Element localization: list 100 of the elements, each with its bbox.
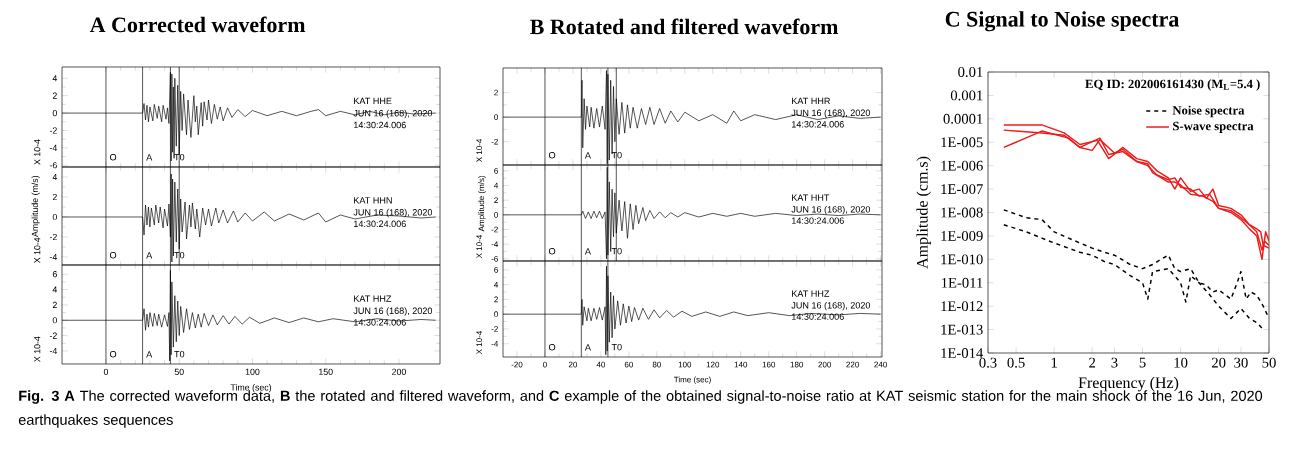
y-tick-label: -2 [49,127,57,134]
chart-title: C Signal to Noise spectra [945,11,1180,32]
chart-title: A Corrected waveform [89,16,306,33]
x-tick-label: 240 [874,361,887,368]
text: Amplitude (m/s) [478,175,486,232]
y-tick-label: 0 [52,317,57,324]
x-tick-label: -20 [511,361,523,368]
ref-line-label: T0 [611,247,622,255]
x-tick-label: 2 [1089,357,1096,368]
x-tick-label: 100 [678,361,692,368]
x-tick-label: 40 [596,361,606,368]
y-tick-label: 0 [52,213,57,221]
x-tick-label: 200 [818,361,832,368]
y-tick-label: -4 [49,253,58,261]
x-tick-label: 10 [1174,357,1188,368]
x-tick-label: 140 [734,361,748,368]
annotation: KAT HHR [792,97,830,105]
y-tick-label: 1E-012 [941,301,983,312]
y-tick-label: 0.0001 [943,113,983,124]
annotation: JUN 16 (168), 2020 [791,205,871,215]
legend-label: Noise spectra [1172,105,1245,118]
x-tick-label: 1 [1051,357,1057,368]
y-tick-label: 1E-014 [941,348,984,358]
y-tick-label: 4 [494,281,499,288]
y-tick-label: -4 [491,340,499,347]
x-axis-title: Frequency (Hz) [1078,376,1179,392]
annotation: 14:30:24.006 [354,319,406,326]
y-tick-label: 0.001 [950,90,983,101]
y-tick-label: -2 [491,326,498,332]
x-tick-label: 180 [790,361,804,368]
y-tick-label: 1E-010 [941,254,983,265]
y-tick-label: 2 [52,193,57,201]
y-tick-label: -2 [49,233,57,241]
ref-line-label: O [549,343,556,351]
x-tick-label: 0.5 [1007,357,1025,368]
x-tick-label: 120 [706,361,720,368]
ref-line-label: T0 [174,251,185,259]
annotation: KAT HHZ [792,290,830,297]
y-tick-label: 0.01 [958,67,983,77]
annotation: JUN 16 (168), 2020 [353,208,433,218]
annotation: JUN 16 (168), 2020 [791,301,871,311]
ref-line-label: T0 [174,153,185,161]
y-tick-label: 1E-011 [941,277,983,288]
x-tick-label: 3 [1111,357,1118,368]
y-axis-title: X 10-4 [34,336,41,362]
x-tick-label: 30 [1234,357,1248,368]
y-tick-label: 1E-006 [941,160,983,171]
ref-line-label: A [146,252,153,259]
y-axis-title: X 10-4 [476,138,483,163]
y-tick-label: 6 [52,271,57,278]
annotation: EQ ID: 202006161430 (M$_{L}$=5.4 ) [1085,79,1260,91]
x-tick-label: 220 [846,361,859,368]
y-axis-title: X 10-4 [476,331,483,355]
ref-line-label: A [146,154,153,161]
y-tick-label: 1E-007 [941,184,983,195]
x-axis-title: Time (sec) [673,376,711,384]
y-tick-label: -2 [491,138,498,145]
y-tick-label: 2 [494,296,498,303]
y-axis-title: Amplitude (cm.s) [916,156,931,269]
ref-line-label: A [584,152,591,159]
y-tick-label: 4 [52,173,58,181]
x-tick-label: 20 [568,361,578,368]
y-tick-label: 0 [52,109,57,117]
x-tick-label: 0 [103,368,109,375]
y-tick-label: 2 [52,92,57,99]
annotation: KAT HHT [792,194,830,201]
annotation: 14:30:24.006 [792,121,844,128]
x-tick-label: 150 [319,368,333,375]
ref-line-label: T0 [611,151,622,159]
x-tick-label: 50 [1262,357,1276,368]
x-tick-label: 200 [392,368,406,375]
annotation: KAT HHN [354,197,392,204]
ref-line-label: O [549,151,556,159]
annotation: 14:30:24.006 [792,313,844,320]
annotation: KAT HHE [354,97,392,105]
y-tick-label: 0 [494,311,498,318]
y-tick-label: 1E-009 [941,230,983,241]
y-tick-label: 0 [494,114,498,120]
y-tick-label: 1E-013 [941,324,983,335]
y-tick-label: 6 [494,168,498,174]
y-axis-title: X 10-4 [34,139,41,165]
y-tick-label: -2 [491,226,498,233]
y-tick-label: 1E-008 [941,207,983,218]
ref-line-label: O [110,153,117,161]
legend-label: S-wave spectra [1173,121,1254,133]
x-tick-label: 160 [762,361,776,368]
y-tick-label: -4 [491,241,499,247]
annotation: 14:30:24.006 [792,217,844,224]
y-tick-label: 0 [494,212,498,218]
ref-line-label: A [584,248,591,255]
ref-line-label: O [110,350,117,358]
ref-line-label: A [146,351,153,358]
x-tick-label: 80 [652,361,661,368]
y-tick-label: 6 [494,267,498,273]
y-tick-label: -6 [49,162,57,169]
annotation: JUN 16 (168), 2020 [791,109,871,118]
y-tick-label: 1E-005 [941,137,983,148]
ref-line-label: T0 [174,350,185,358]
annotation: 14:30:24.006 [354,220,406,228]
y-tick-label: 4 [494,182,499,189]
